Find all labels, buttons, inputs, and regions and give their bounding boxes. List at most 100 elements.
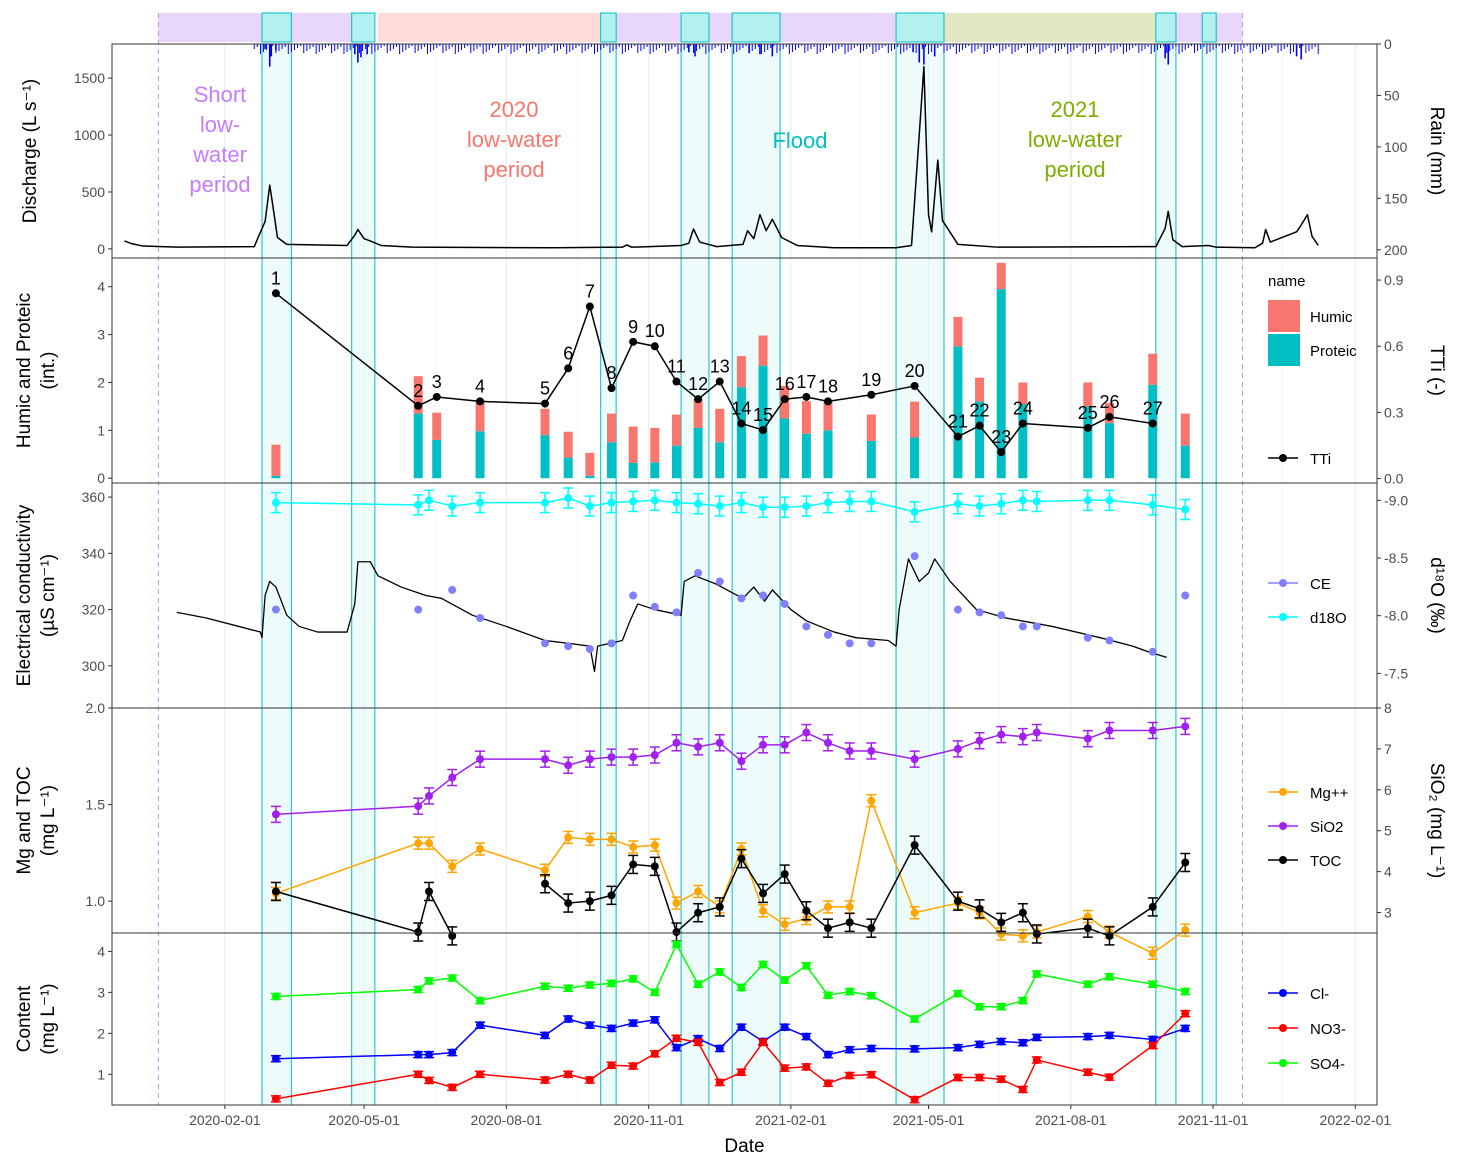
d18o-point <box>975 502 984 511</box>
toc-point <box>1083 924 1092 933</box>
conductivity-y-tick-label: 300 <box>82 658 106 674</box>
no3-point <box>629 1062 638 1071</box>
cl-point <box>1018 1038 1027 1047</box>
legend-tti-key-point <box>1279 454 1287 462</box>
d18o-point <box>425 496 434 505</box>
toc-point <box>425 887 434 896</box>
tti-point <box>564 364 573 373</box>
ce-point <box>541 639 550 648</box>
discharge-y-tick-label: 500 <box>82 184 106 200</box>
sio2-point <box>476 755 485 764</box>
tti-point-label: 7 <box>585 282 595 302</box>
so4-point <box>585 981 594 990</box>
cl-point <box>607 1024 616 1033</box>
legend-no3-label: NO3- <box>1310 1021 1346 1038</box>
humic-bar <box>715 408 725 443</box>
discharge-y-label: Discharge (L s⁻¹) <box>20 79 41 223</box>
ce-point <box>802 622 811 631</box>
proteic-bar <box>866 440 876 479</box>
mg-point <box>564 833 573 842</box>
so4-point <box>1018 996 1027 1005</box>
x-tick-label: 2021-02-01 <box>755 1112 827 1128</box>
cl-point <box>425 1050 434 1059</box>
mg-point <box>448 862 457 871</box>
sio2-point <box>737 757 746 766</box>
ce-point <box>975 608 984 617</box>
so4-point <box>1083 980 1092 989</box>
tti-point <box>997 448 1006 457</box>
mg-point <box>759 906 768 915</box>
humic-bar <box>563 431 573 458</box>
no3-point <box>414 1070 423 1079</box>
no3-point <box>1018 1085 1027 1094</box>
sio2-point <box>975 736 984 745</box>
flood-window <box>731 43 781 1106</box>
tti-point <box>650 342 659 351</box>
tti-point <box>476 397 485 406</box>
tti-point <box>1018 419 1027 428</box>
ce-continuous-line <box>176 558 1167 673</box>
mg-point <box>1148 949 1157 958</box>
rain-y2-tick-label: 0 <box>1384 36 1392 52</box>
content-y-tick-label: 1 <box>97 1066 105 1082</box>
proteic-bar <box>715 442 725 479</box>
no3-point <box>953 1073 962 1082</box>
so4-point <box>1032 969 1041 978</box>
sio2-point <box>629 753 638 762</box>
ce-point <box>1018 622 1027 631</box>
fluorescence-y-label: Humic and Proteic (int.) <box>14 293 59 448</box>
conductivity-y-tick-label: 320 <box>82 602 106 618</box>
sio2-y2-tick-label: 7 <box>1384 741 1392 757</box>
proteic-bar <box>650 462 660 479</box>
tti-point <box>1083 423 1092 432</box>
proteic-bar <box>628 462 638 479</box>
no3-point <box>1032 1055 1041 1064</box>
humic-bar <box>975 377 985 402</box>
content-y-tick-label: 4 <box>97 943 105 959</box>
ce-point <box>1105 636 1114 645</box>
tti-point-label: 6 <box>563 343 573 363</box>
sio2-point <box>824 738 833 747</box>
sio2-point <box>997 730 1006 739</box>
tti-point-label: 19 <box>861 370 881 390</box>
cl-point <box>910 1044 919 1053</box>
period-segment <box>1202 13 1217 42</box>
cl-point <box>1148 1035 1157 1044</box>
sio2-y2-tick-label: 3 <box>1384 905 1392 921</box>
sio2-point <box>867 746 876 755</box>
conductivity-y-label-line: Electrical conductivity <box>14 504 35 686</box>
proteic-bar <box>1083 406 1093 479</box>
tti-point-label: 12 <box>688 374 708 394</box>
discharge-y-label-line: Discharge (L s⁻¹) <box>20 79 41 223</box>
flood-window <box>600 43 617 1106</box>
period-segment <box>1155 13 1176 42</box>
so4-point <box>541 982 550 991</box>
toc-point <box>802 906 811 915</box>
ce-point <box>448 585 457 594</box>
period-segment <box>377 13 601 42</box>
sio2-point <box>271 810 280 819</box>
cl-point <box>541 1031 550 1040</box>
humic-bar <box>271 444 281 476</box>
tti-y-label-line: TTi (-) <box>1426 345 1447 396</box>
tti-point-label: 20 <box>905 361 925 381</box>
cl-point <box>1181 1024 1190 1033</box>
mg-point <box>476 844 485 853</box>
legend-tti-label: TTi <box>1310 451 1331 468</box>
period-flood-outline <box>680 12 710 43</box>
rain-y2-tick-label: 100 <box>1384 139 1408 155</box>
d18o-point <box>414 500 423 509</box>
fluorescence-y-label-line: (int.) <box>38 352 59 390</box>
cl-point <box>672 1043 681 1052</box>
ce-point <box>953 605 962 614</box>
tti-point <box>867 390 876 399</box>
ce-point <box>1083 633 1092 642</box>
tti-point <box>585 302 594 311</box>
flood-window <box>1155 43 1177 1106</box>
no3-point <box>1105 1073 1114 1082</box>
tti-point-label: 27 <box>1143 398 1163 418</box>
mg-point <box>650 841 659 850</box>
discharge-panel <box>124 44 1319 249</box>
tti-point-label: 1 <box>271 268 281 288</box>
